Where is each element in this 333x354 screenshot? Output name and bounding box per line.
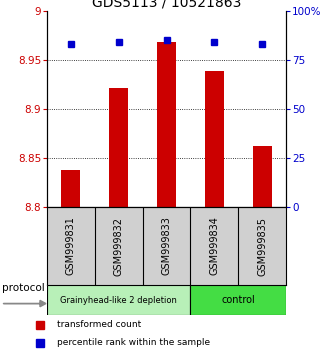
Bar	[47, 285, 190, 315]
Text: GSM999832: GSM999832	[114, 217, 124, 275]
Text: Grainyhead-like 2 depletion: Grainyhead-like 2 depletion	[60, 296, 177, 304]
Title: GDS5113 / 10521863: GDS5113 / 10521863	[92, 0, 241, 10]
Text: GSM999831: GSM999831	[66, 217, 76, 275]
Bar	[110, 88, 128, 207]
Bar	[205, 70, 223, 207]
Bar	[62, 170, 80, 207]
Text: GSM999835: GSM999835	[257, 217, 267, 275]
Bar	[158, 42, 175, 207]
Text: GSM999833: GSM999833	[162, 217, 171, 275]
Bar	[253, 146, 271, 207]
Text: transformed count: transformed count	[57, 320, 141, 330]
Text: control: control	[221, 295, 255, 305]
Text: percentile rank within the sample: percentile rank within the sample	[57, 338, 210, 347]
Bar	[190, 285, 286, 315]
Text: protocol: protocol	[2, 282, 44, 293]
Text: GSM999834: GSM999834	[209, 217, 219, 275]
